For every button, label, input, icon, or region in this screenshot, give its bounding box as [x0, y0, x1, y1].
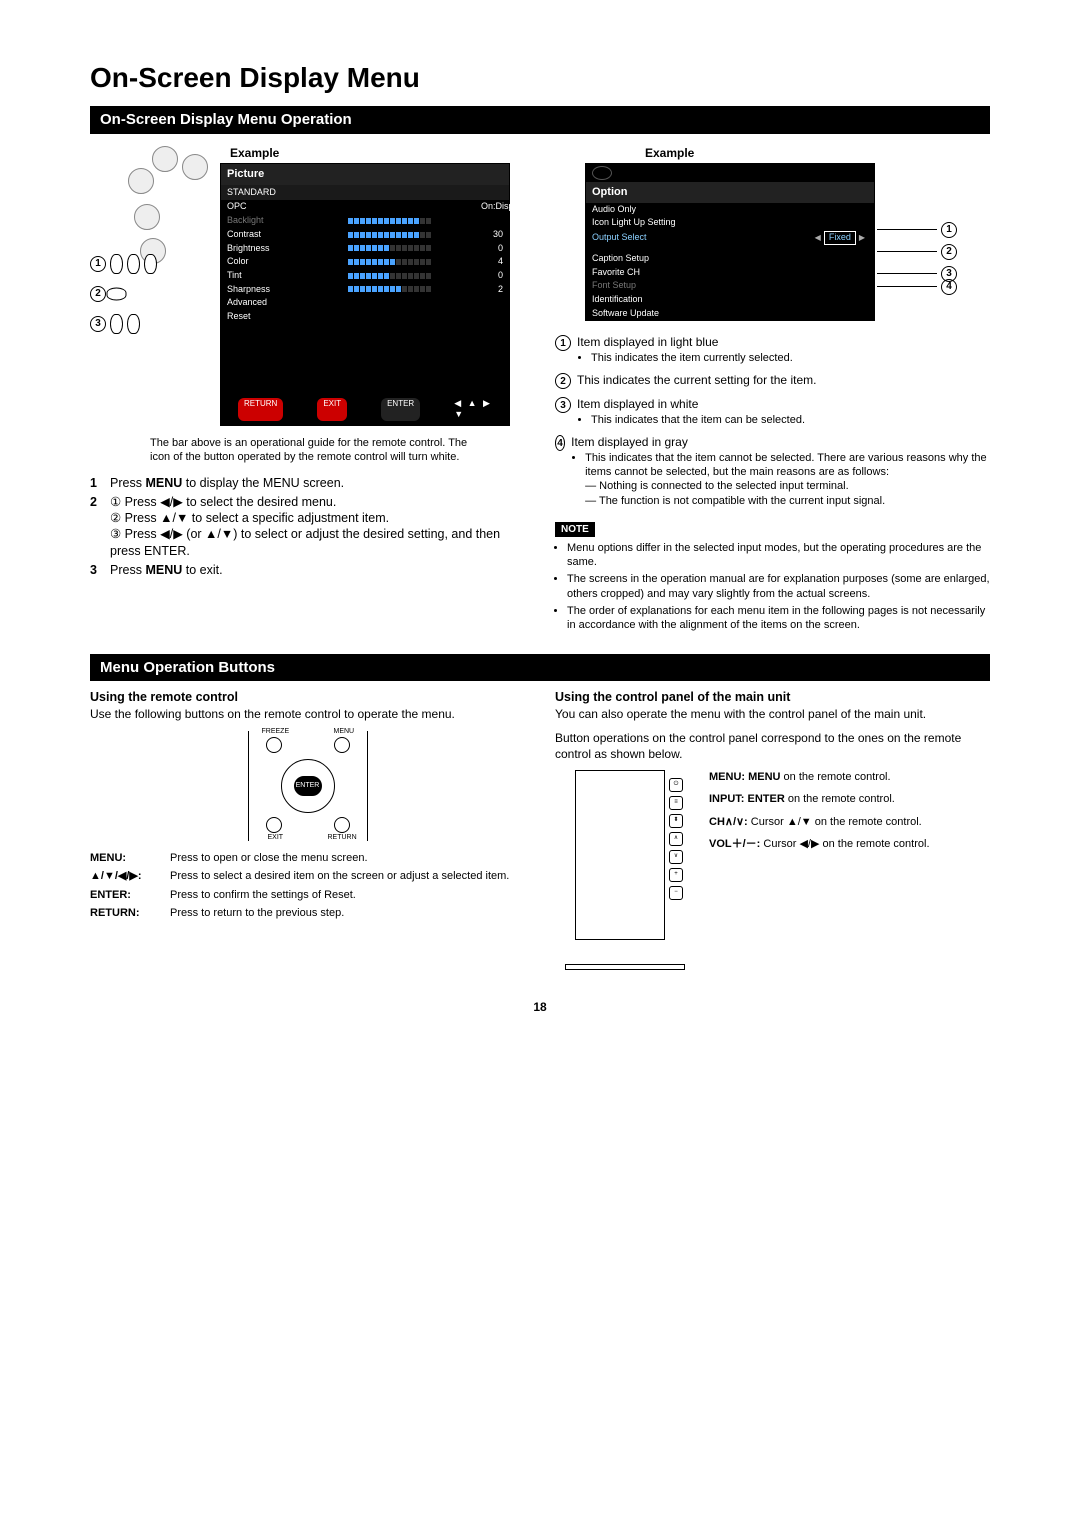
page-number: 18	[90, 1000, 990, 1016]
option-menu-row: Identification	[586, 293, 874, 307]
option-menu-row: Software Update	[586, 307, 874, 321]
tv-side-diagram: ⏻ ≡ ⬍ ∧ ∨ + −	[555, 770, 695, 970]
tv-panel-button: ≡	[669, 796, 683, 810]
picture-osd-mode: STANDARD	[221, 185, 509, 201]
example-label-left: Example	[230, 146, 525, 162]
tv-panel-button: ⬍	[669, 814, 683, 828]
remote-button-table: MENU:Press to open or close the menu scr…	[90, 851, 525, 920]
panel-button-mapping: MENU: MENU on the remote control. INPUT:…	[709, 770, 930, 970]
option-menu-row: Favorite CH	[586, 266, 874, 280]
osd-enter-button: ENTER	[381, 398, 420, 421]
remote-intro: Use the following buttons on the remote …	[90, 707, 525, 723]
picture-menu-row: Backlight	[221, 214, 509, 228]
tv-panel-button: ⏻	[669, 778, 683, 792]
tv-panel-button: ∨	[669, 850, 683, 864]
legend-explanations: 1 Item displayed in light blue This indi…	[555, 335, 990, 508]
picture-menu-row: Brightness0	[221, 242, 509, 256]
panel-heading: Using the control panel of the main unit	[555, 689, 990, 705]
option-menu-row: Audio Only	[586, 203, 874, 217]
tv-panel-button: ∧	[669, 832, 683, 846]
step-reference-ovals: 1 2 3	[90, 254, 157, 344]
option-menu-row: Font Setup	[586, 279, 874, 293]
picture-osd-title: Picture	[221, 164, 509, 184]
picture-menu-row: Reset	[221, 310, 509, 324]
picture-osd-menu: Picture STANDARD OPCOn:DisplayBacklightC…	[220, 163, 510, 426]
remote-heading: Using the remote control	[90, 689, 525, 705]
picture-menu-row: Contrast30	[221, 228, 509, 242]
section-header-buttons: Menu Operation Buttons	[90, 654, 990, 682]
remote-diagram: FREEZE MENU ENTER EXIT RETURN	[218, 731, 398, 841]
section-header-operation: On-Screen Display Menu Operation	[90, 106, 990, 134]
option-osd-menu: Option Audio OnlyIcon Light Up SettingOu…	[585, 163, 875, 321]
note-list: Menu options differ in the selected inpu…	[567, 541, 990, 633]
picture-osd-footer: RETURN EXIT ENTER ◀ ▲ ▶▼	[221, 394, 509, 425]
operation-steps: 1Press MENU to display the MENU screen. …	[90, 475, 525, 579]
osd-arrow-hint: ◀ ▲ ▶▼	[454, 398, 492, 421]
option-osd-title: Option	[586, 182, 874, 202]
operational-guide-note: The bar above is an operational guide fo…	[150, 436, 470, 465]
note-item: The order of explanations for each menu …	[567, 604, 990, 633]
note-badge: NOTE	[555, 522, 595, 537]
tv-panel-button: −	[669, 886, 683, 900]
picture-menu-row: Color4	[221, 255, 509, 269]
picture-menu-row: Sharpness2	[221, 283, 509, 297]
osd-return-button: RETURN	[238, 398, 283, 421]
option-menu-row: Output Select◀Fixed▶	[586, 230, 874, 246]
example-label-right: Example	[645, 146, 990, 162]
picture-menu-row: OPCOn:Display	[221, 200, 509, 214]
picture-menu-row: Advanced	[221, 296, 509, 310]
osd-exit-button: EXIT	[317, 398, 347, 421]
note-item: The screens in the operation manual are …	[567, 572, 990, 601]
note-item: Menu options differ in the selected inpu…	[567, 541, 990, 570]
option-menu-row: Icon Light Up Setting	[586, 216, 874, 230]
tv-panel-button: +	[669, 868, 683, 882]
page-title: On-Screen Display Menu	[90, 60, 990, 96]
panel-intro-2: Button operations on the control panel c…	[555, 731, 990, 762]
panel-intro-1: You can also operate the menu with the c…	[555, 707, 990, 723]
picture-menu-row: Tint0	[221, 269, 509, 283]
option-menu-row: Caption Setup	[586, 252, 874, 266]
